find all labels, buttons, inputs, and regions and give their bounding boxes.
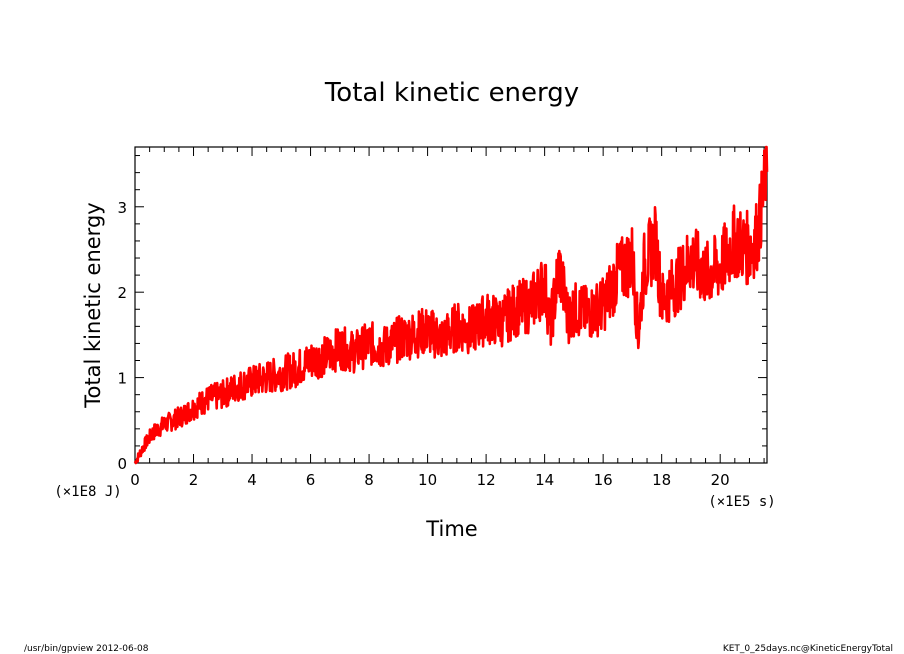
y-tick-label: 0 [117, 455, 127, 473]
axis-ticks [134, 147, 767, 464]
y-axis-label: Total kinetic energy [81, 202, 105, 408]
series-line [133, 145, 769, 465]
x-tick-label: 10 [418, 471, 437, 489]
y-tick-labels: 0 1 2 3 [117, 199, 127, 473]
y-scale-label: (×1E8 J) [54, 484, 121, 500]
chart-title: Total kinetic energy [324, 78, 579, 108]
y-tick-label: 2 [117, 284, 127, 302]
y-tick-label: 1 [117, 370, 127, 388]
x-tick-label: 6 [306, 471, 316, 489]
x-tick-label: 12 [477, 471, 496, 489]
y-tick-label: 3 [117, 199, 127, 217]
x-tick-label: 4 [247, 471, 257, 489]
x-tick-label: 8 [364, 471, 374, 489]
plot-frame [134, 146, 768, 464]
x-tick-label: 2 [189, 471, 199, 489]
x-tick-label: 14 [535, 471, 554, 489]
x-tick-label: 20 [711, 471, 730, 489]
plot-area [133, 145, 769, 465]
x-tick-label: 0 [130, 471, 140, 489]
x-scale-label: (×1E5 s) [708, 494, 775, 510]
x-tick-label: 16 [594, 471, 613, 489]
footer-left: /usr/bin/gpview 2012-06-08 [24, 644, 149, 654]
footer-right: KET_0_25days.nc@KineticEnergyTotal [723, 644, 893, 654]
x-tick-labels: 0 2 4 6 8 10 12 14 16 18 20 [130, 471, 730, 489]
x-axis-label: Time [425, 517, 477, 541]
x-tick-label: 18 [652, 471, 671, 489]
